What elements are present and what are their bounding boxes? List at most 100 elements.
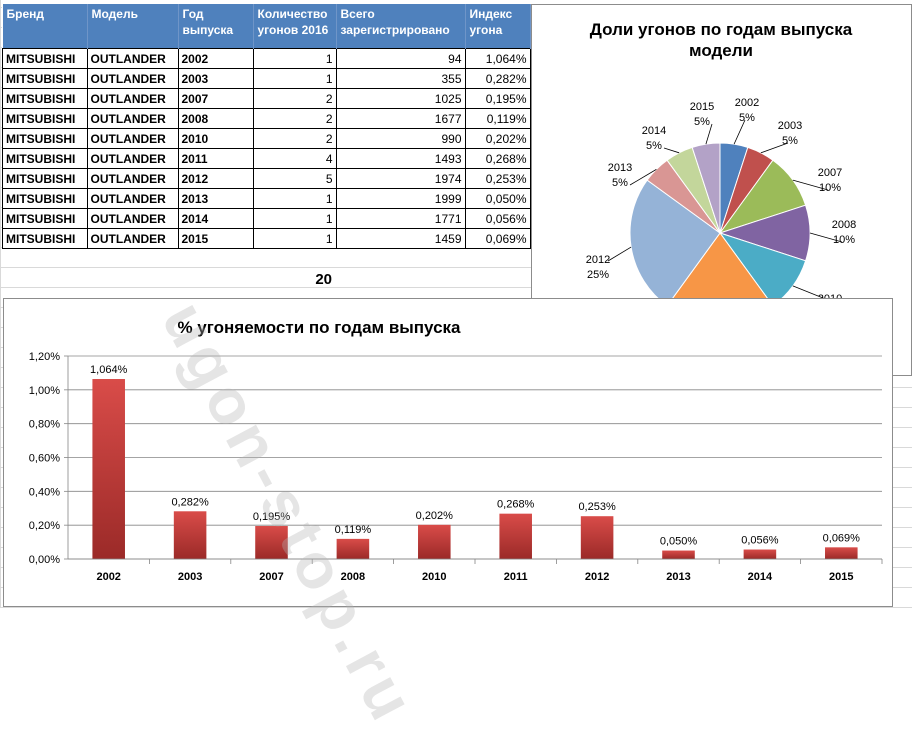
header-theft-index[interactable]: Индекс угона <box>465 4 531 49</box>
cell-theft-index[interactable]: 0,195% <box>464 88 531 109</box>
cell-registered[interactable]: 1459 <box>335 228 466 249</box>
cell-theft-index[interactable]: 0,056% <box>464 208 531 229</box>
pie-label-category: 2013 <box>608 162 632 174</box>
cell-year[interactable]: 2002 <box>177 48 254 69</box>
cell-theft-count[interactable]: 2 <box>252 108 337 129</box>
cell-theft-index[interactable]: 0,119% <box>464 108 531 129</box>
table-row: MITSUBISHI OUTLANDER 2010 2 990 0,202% <box>2 128 531 149</box>
cell-model[interactable]: OUTLANDER <box>86 188 179 209</box>
cell-theft-index[interactable]: 0,282% <box>464 68 531 89</box>
y-tick-label: 1,20% <box>29 351 60 363</box>
cell-model[interactable]: OUTLANDER <box>86 48 179 69</box>
cell-model[interactable]: OUTLANDER <box>86 68 179 89</box>
header-brand[interactable]: Бренд <box>2 4 88 49</box>
pie-label-category: 2008 <box>832 219 856 231</box>
bar-2010[interactable] <box>418 524 451 559</box>
pie-label-percent: 5% <box>612 177 628 189</box>
bar-2002[interactable] <box>92 379 125 559</box>
cell-registered[interactable]: 1677 <box>335 108 466 129</box>
cell-brand[interactable]: MITSUBISHI <box>2 208 88 229</box>
pie-label-2002: 2002 5% <box>735 97 759 124</box>
pie-label-2012: 2012 25% <box>586 254 610 281</box>
cell-registered[interactable]: 1974 <box>335 168 466 189</box>
bar-2013[interactable] <box>662 550 695 559</box>
cell-year[interactable]: 2013 <box>177 188 254 209</box>
pie-label-percent: 5% <box>694 116 710 128</box>
total-thefts[interactable]: 20 <box>315 271 332 288</box>
cell-registered[interactable]: 1771 <box>335 208 466 229</box>
bar-2012[interactable] <box>580 516 614 559</box>
cell-theft-count[interactable]: 1 <box>252 228 337 249</box>
cell-registered[interactable]: 1493 <box>335 148 466 169</box>
cell-theft-count[interactable]: 5 <box>252 168 337 189</box>
cell-registered[interactable]: 1025 <box>335 88 466 109</box>
cell-theft-index[interactable]: 0,253% <box>464 168 531 189</box>
header-model[interactable]: Модель <box>87 4 179 49</box>
header-registered[interactable]: Всего зарегистрировано <box>336 4 466 49</box>
pie-label-category: 2012 <box>586 254 610 266</box>
pie-label-category: 2015 <box>690 101 714 113</box>
cell-brand[interactable]: MITSUBISHI <box>2 228 88 249</box>
cell-year[interactable]: 2010 <box>177 128 254 149</box>
cell-theft-count[interactable]: 2 <box>252 128 337 149</box>
cell-year[interactable]: 2007 <box>177 88 254 109</box>
cell-registered[interactable]: 990 <box>335 128 466 149</box>
cell-model[interactable]: OUTLANDER <box>86 108 179 129</box>
bar-2014[interactable] <box>743 549 777 559</box>
cell-registered[interactable]: 1999 <box>335 188 466 209</box>
cell-year[interactable]: 2011 <box>177 148 254 169</box>
y-tick-label: 1,00% <box>29 385 60 397</box>
cell-registered[interactable]: 94 <box>335 48 466 69</box>
cell-theft-count[interactable]: 2 <box>252 88 337 109</box>
cell-brand[interactable]: MITSUBISHI <box>2 48 88 69</box>
cell-theft-index[interactable]: 0,268% <box>464 148 531 169</box>
cell-theft-count[interactable]: 1 <box>252 188 337 209</box>
cell-brand[interactable]: MITSUBISHI <box>2 68 88 89</box>
y-tick-label: 0,60% <box>29 453 60 465</box>
cell-theft-index[interactable]: 0,202% <box>464 128 531 149</box>
cell-brand[interactable]: MITSUBISHI <box>2 148 88 169</box>
cell-model[interactable]: OUTLANDER <box>86 168 179 189</box>
bar-2011[interactable] <box>499 513 532 559</box>
cell-model[interactable]: OUTLANDER <box>86 128 179 149</box>
cell-year[interactable]: 2008 <box>177 108 254 129</box>
cell-model[interactable]: OUTLANDER <box>86 228 179 249</box>
header-theft-count[interactable]: Количество угонов 2016 <box>253 4 337 49</box>
pie-slice-2015[interactable] <box>691 142 721 234</box>
cell-brand[interactable]: MITSUBISHI <box>2 128 88 149</box>
x-tick-label: 2011 <box>504 571 528 583</box>
cell-theft-index[interactable]: 0,069% <box>464 228 531 249</box>
cell-theft-index[interactable]: 1,064% <box>464 48 531 69</box>
cell-model[interactable]: OUTLANDER <box>86 148 179 169</box>
x-tick-label: 2007 <box>259 571 283 583</box>
header-year[interactable]: Год выпуска <box>178 4 254 49</box>
cell-registered[interactable]: 355 <box>335 68 466 89</box>
x-tick-label: 2012 <box>585 571 609 583</box>
table-header-row: Бренд Модель Год выпуска Количество угон… <box>2 4 531 49</box>
cell-year[interactable]: 2014 <box>177 208 254 229</box>
cell-model[interactable]: OUTLANDER <box>86 208 179 229</box>
bar-chart: % угоняемости по годам выпуска 0,00% 0,20%… <box>29 318 883 583</box>
cell-theft-index[interactable]: 0,050% <box>464 188 531 209</box>
bar-chart-panel[interactable]: % угоняемости по годам выпуска 0,00% 0,20%… <box>3 298 893 607</box>
table-row: MITSUBISHI OUTLANDER 2008 2 1677 0,119% <box>2 108 531 129</box>
cell-theft-count[interactable]: 1 <box>252 68 337 89</box>
table-row: MITSUBISHI OUTLANDER 2014 1 1771 0,056% <box>2 208 531 229</box>
cell-theft-count[interactable]: 1 <box>252 208 337 229</box>
bar-2015[interactable] <box>825 547 858 559</box>
cell-year[interactable]: 2012 <box>177 168 254 189</box>
cell-brand[interactable]: MITSUBISHI <box>2 188 88 209</box>
bar-2003[interactable] <box>173 511 207 559</box>
cell-brand[interactable]: MITSUBISHI <box>2 168 88 189</box>
bar-2007[interactable] <box>255 526 288 559</box>
cell-model[interactable]: OUTLANDER <box>86 88 179 109</box>
bar-2008[interactable] <box>336 538 370 559</box>
cell-theft-count[interactable]: 1 <box>252 48 337 69</box>
pie-label-2008: 2008 10% <box>832 219 856 246</box>
cell-year[interactable]: 2003 <box>177 68 254 89</box>
cell-brand[interactable]: MITSUBISHI <box>2 108 88 129</box>
pie-chart: Доли угонов по годам выпуска модели 2002 5%… <box>586 20 856 362</box>
cell-year[interactable]: 2015 <box>177 228 254 249</box>
cell-brand[interactable]: MITSUBISHI <box>2 88 88 109</box>
cell-theft-count[interactable]: 4 <box>252 148 337 169</box>
